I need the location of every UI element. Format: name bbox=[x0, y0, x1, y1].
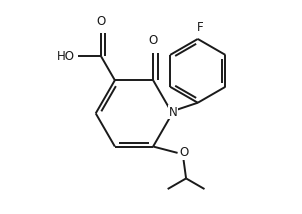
Text: O: O bbox=[96, 15, 106, 28]
Text: HO: HO bbox=[57, 50, 75, 63]
Text: F: F bbox=[197, 21, 203, 34]
Text: N: N bbox=[169, 106, 178, 119]
Text: O: O bbox=[180, 146, 189, 159]
Text: O: O bbox=[149, 34, 158, 47]
